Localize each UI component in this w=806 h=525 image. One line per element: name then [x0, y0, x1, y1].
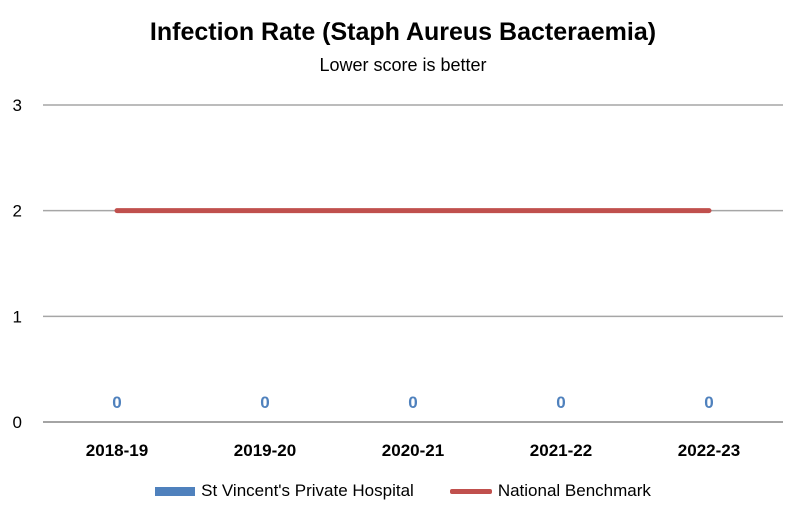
legend: St Vincent's Private Hospital National B…: [0, 481, 806, 501]
data-label: 0: [704, 393, 713, 412]
x-tick-label: 2018-19: [86, 441, 148, 460]
y-tick-label: 3: [13, 96, 22, 115]
data-label: 0: [408, 393, 417, 412]
x-tick-label: 2020-21: [382, 441, 444, 460]
legend-swatch-benchmark: [449, 488, 492, 494]
y-tick-label: 0: [13, 413, 22, 432]
legend-swatch-hospital: [155, 486, 196, 496]
gridlines: [43, 104, 783, 423]
legend-item-benchmark: National Benchmark: [449, 481, 651, 501]
y-tick-labels: 0 1 2 3: [13, 96, 22, 432]
data-label: 0: [556, 393, 565, 412]
x-tick-label: 2022-23: [678, 441, 740, 460]
data-label: 0: [260, 393, 269, 412]
legend-item-hospital: St Vincent's Private Hospital: [155, 481, 414, 501]
chart-title: Infection Rate (Staph Aureus Bacteraemia…: [149, 18, 657, 46]
legend-label-benchmark: National Benchmark: [497, 481, 651, 500]
x-tick-labels: 2018-19 2019-20 2020-21 2021-22 2022-23: [86, 441, 740, 460]
legend-label-hospital: St Vincent's Private Hospital: [201, 481, 414, 500]
chart-subtitle: Lower score is better: [319, 55, 487, 75]
data-label: 0: [112, 393, 121, 412]
data-labels: 0 0 0 0 0: [112, 393, 713, 412]
y-tick-label: 1: [13, 307, 22, 326]
x-tick-label: 2021-22: [530, 441, 592, 460]
x-tick-label: 2019-20: [234, 441, 296, 460]
y-tick-label: 2: [13, 202, 22, 221]
